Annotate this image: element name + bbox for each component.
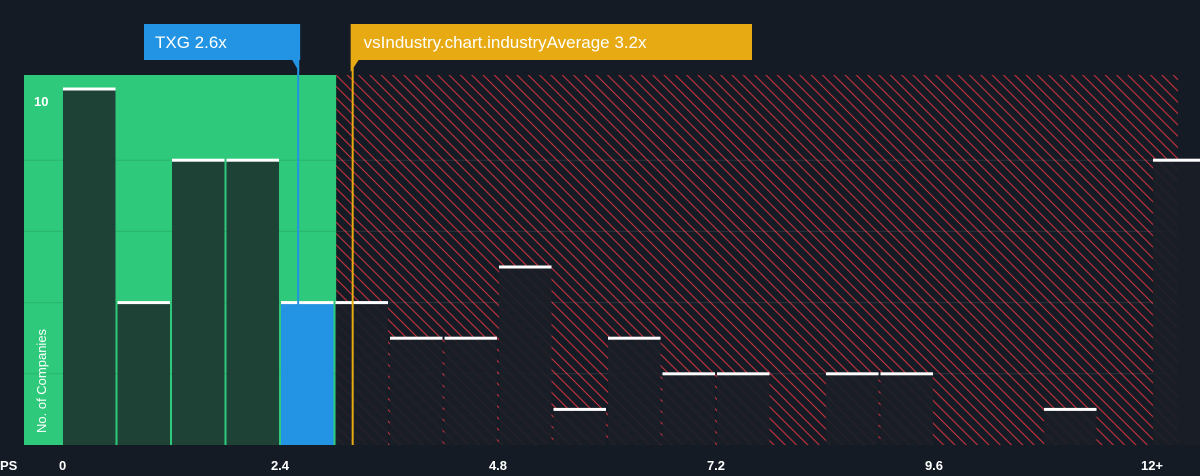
- company-bar: [281, 302, 334, 445]
- company-label-pointer: [292, 60, 300, 72]
- histogram-bar: [608, 338, 661, 445]
- bar-top-line: [390, 336, 443, 340]
- bar-top-line: [553, 407, 606, 411]
- histogram-bar: [1153, 160, 1200, 445]
- industry-average-pointer: [350, 60, 359, 72]
- histogram-bar: [826, 373, 879, 445]
- x-axis-label: PS: [0, 458, 18, 473]
- histogram-bar: [444, 338, 497, 445]
- histogram-bar: [226, 160, 279, 445]
- histogram-bar: [172, 160, 225, 445]
- histogram-bar: [63, 89, 116, 445]
- company-label-box: [144, 24, 301, 60]
- bar-top-line: [608, 336, 661, 340]
- bar-top-line: [63, 87, 116, 91]
- company-label: TXG 2.6x: [155, 33, 227, 52]
- bar-top-line: [717, 372, 770, 376]
- bar-top-line: [826, 372, 879, 376]
- bar-top-line: [1044, 407, 1097, 411]
- industry-average-label: vsIndustry.chart.industryAverage 3.2x: [364, 33, 647, 52]
- bar-top-line: [1153, 158, 1200, 162]
- x-tick-label: 12+: [1141, 458, 1163, 473]
- histogram-bar: [553, 409, 606, 445]
- x-tick-label: 4.8: [489, 458, 507, 473]
- histogram-bar: [390, 338, 443, 445]
- y-axis-label: No. of Companies: [34, 328, 49, 433]
- x-tick-label: 9.6: [925, 458, 943, 473]
- histogram-bar: [117, 302, 170, 445]
- bar-top-line: [662, 372, 715, 376]
- y-tick-label: 10: [34, 94, 48, 109]
- histogram-bar: [1044, 409, 1097, 445]
- x-tick-label: 2.4: [271, 458, 290, 473]
- bar-top-line: [880, 372, 933, 376]
- bar-top-line: [281, 301, 334, 305]
- histogram-bar: [717, 373, 770, 445]
- bar-top-line: [117, 301, 170, 305]
- histogram-bar: [499, 267, 552, 445]
- histogram-bar: [335, 302, 388, 445]
- bar-top-line: [226, 158, 279, 162]
- bar-top-line: [172, 158, 225, 162]
- bar-top-line: [335, 301, 388, 305]
- x-tick-label: 0: [59, 458, 66, 473]
- x-tick-label: 7.2: [707, 458, 725, 473]
- histogram-bar: [880, 373, 933, 445]
- bar-top-line: [499, 265, 552, 269]
- bar-top-line: [444, 336, 497, 340]
- industry-average-label-box: [350, 24, 752, 60]
- histogram-bar: [662, 373, 715, 445]
